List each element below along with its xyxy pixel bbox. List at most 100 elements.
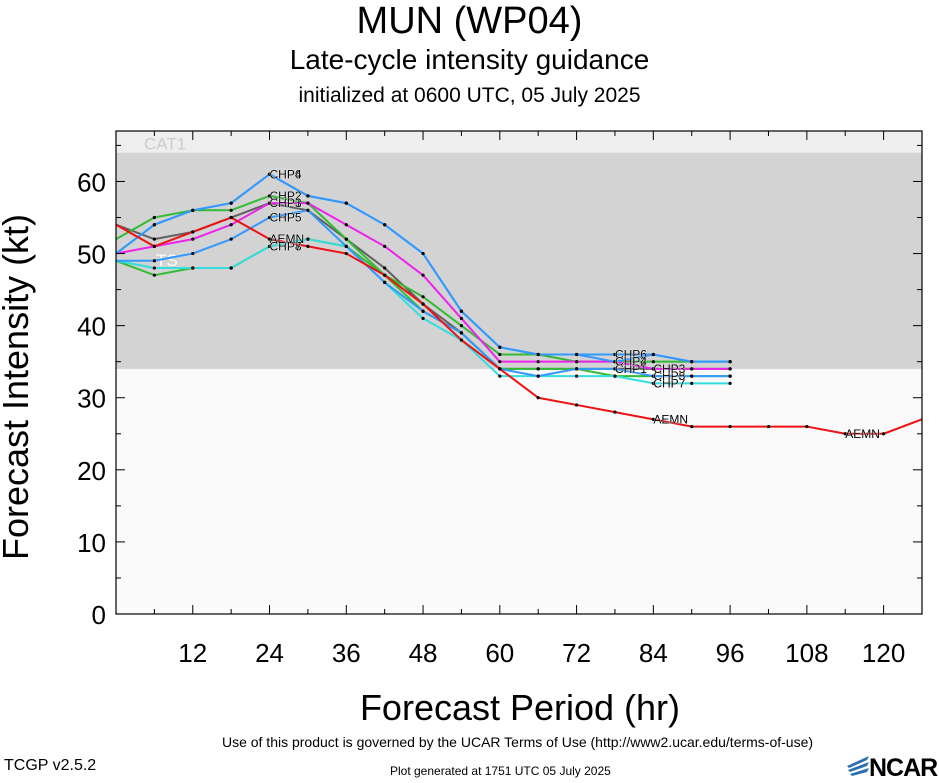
series-label-aemn: AEMN bbox=[845, 427, 880, 441]
point-chp5 bbox=[152, 259, 156, 263]
point-aemn bbox=[229, 215, 233, 220]
point-chp8 bbox=[152, 273, 156, 277]
point-chp4 bbox=[536, 352, 540, 357]
y-tick-label: 10 bbox=[77, 528, 106, 558]
point-chp1 bbox=[152, 237, 156, 241]
series-label-chp2: CHP2 bbox=[270, 189, 302, 203]
init-time-label: initialized at 0600 UTC, 05 July 2025 bbox=[298, 84, 641, 107]
x-tick-label: 24 bbox=[255, 638, 284, 668]
point-aemn bbox=[306, 244, 310, 248]
x-tick-label: 72 bbox=[562, 638, 591, 668]
series-label-chp8: CHP8 bbox=[270, 239, 302, 253]
point-chp3 bbox=[498, 360, 502, 364]
point-chp4 bbox=[613, 360, 617, 364]
point-aemn bbox=[191, 230, 195, 234]
point-chp5 bbox=[191, 251, 195, 256]
y-tick-label: 40 bbox=[77, 312, 106, 342]
series-lines: CHP1CHP1CHP8CHP8CHP7CHP7CHP5CHP5CHP2CHP2… bbox=[116, 167, 922, 441]
point-chp5 bbox=[421, 309, 425, 313]
point-chp4 bbox=[651, 352, 655, 357]
point-chp6 bbox=[613, 352, 617, 357]
series-label-chp3: CHP3 bbox=[270, 196, 302, 210]
point-chp2 bbox=[421, 295, 425, 299]
series-label-chp6: CHP6 bbox=[270, 167, 302, 181]
point-chp3 bbox=[536, 360, 540, 364]
plot-frame bbox=[115, 130, 923, 615]
point-chp3 bbox=[651, 367, 655, 371]
point-chp4 bbox=[498, 345, 502, 349]
band-label-ts: TS bbox=[156, 251, 178, 270]
point-chp3 bbox=[229, 223, 233, 227]
point-aemn bbox=[805, 424, 809, 429]
point-aemn bbox=[574, 403, 579, 407]
point-chp3 bbox=[421, 273, 425, 277]
point-aemn bbox=[651, 417, 655, 421]
point-chp7 bbox=[690, 381, 694, 385]
series-label-aemn: AEMN bbox=[653, 412, 688, 426]
terms-notice: Use of this product is governed by the U… bbox=[221, 734, 814, 750]
point-aemn bbox=[843, 432, 847, 436]
point-aemn bbox=[344, 251, 348, 256]
point-chp7 bbox=[728, 381, 732, 385]
point-aemn bbox=[459, 338, 464, 342]
series-label-chp2: CHP2 bbox=[615, 355, 647, 369]
point-chp4 bbox=[383, 223, 387, 227]
y-tick-label: 30 bbox=[77, 384, 106, 414]
point-chp3 bbox=[306, 201, 310, 205]
series-clip-group: CHP1CHP1CHP8CHP8CHP7CHP7CHP5CHP5CHP2CHP2… bbox=[116, 167, 922, 441]
ncar-logo-text: NCAR bbox=[869, 754, 938, 782]
series-label-chp4: CHP4 bbox=[270, 167, 302, 181]
point-chp7 bbox=[613, 374, 617, 378]
generated-timestamp: Plot generated at 1751 UTC 05 July 2025 bbox=[390, 764, 611, 778]
point-aemn bbox=[383, 273, 387, 277]
band-label-cat1: CAT1 bbox=[144, 135, 186, 154]
x-axis-label: Forecast Period (hr) bbox=[360, 687, 680, 728]
series-line-aemn bbox=[116, 216, 922, 435]
intensity-bands: TS CAT1 bbox=[116, 131, 922, 614]
x-tick-label: 60 bbox=[485, 638, 514, 668]
point-chp5 bbox=[651, 374, 655, 378]
point-aemn bbox=[267, 237, 272, 241]
point-chp7 bbox=[574, 374, 579, 378]
y-tick-label: 50 bbox=[77, 240, 106, 270]
point-chp2 bbox=[651, 360, 655, 364]
point-chp4 bbox=[152, 223, 156, 227]
y-axis-label: Forecast Intensity (kt) bbox=[0, 214, 36, 560]
point-aemn bbox=[152, 244, 156, 248]
point-chp2 bbox=[229, 208, 233, 212]
point-chp2 bbox=[498, 352, 502, 357]
point-chp3 bbox=[191, 237, 195, 241]
point-chp7 bbox=[421, 316, 425, 321]
point-chp5 bbox=[306, 208, 310, 212]
point-aemn bbox=[766, 424, 771, 429]
point-chp7 bbox=[229, 266, 233, 270]
series-label-chp7: CHP7 bbox=[270, 239, 302, 253]
x-tick-label: 120 bbox=[862, 638, 905, 668]
x-tick-label: 108 bbox=[785, 638, 828, 668]
version-label: TCGP v2.5.2 bbox=[4, 757, 97, 774]
band-cat1 bbox=[116, 131, 922, 153]
x-tick-label: 36 bbox=[332, 638, 361, 668]
point-chp4 bbox=[191, 208, 195, 212]
y-tick-label: 60 bbox=[77, 167, 106, 197]
point-chp4 bbox=[728, 360, 732, 364]
point-chp4 bbox=[574, 352, 579, 357]
series-label-chp1: CHP1 bbox=[270, 196, 302, 210]
series-label-chp5: CHP5 bbox=[270, 211, 302, 225]
x-tick-label: 12 bbox=[178, 638, 207, 668]
point-chp7 bbox=[306, 237, 310, 241]
point-chp3 bbox=[728, 367, 732, 371]
series-label-chp6: CHP6 bbox=[615, 347, 647, 361]
point-chp4 bbox=[690, 360, 694, 364]
point-chp4 bbox=[229, 201, 233, 205]
point-chp5 bbox=[267, 215, 272, 220]
x-tick-label: 96 bbox=[716, 638, 745, 668]
point-chp2 bbox=[267, 194, 272, 198]
point-chp7 bbox=[152, 266, 156, 270]
point-chp3 bbox=[690, 367, 694, 371]
point-chp4 bbox=[306, 194, 310, 198]
point-aemn bbox=[882, 432, 886, 436]
point-chp8 bbox=[536, 367, 540, 371]
point-aemn bbox=[498, 367, 502, 371]
